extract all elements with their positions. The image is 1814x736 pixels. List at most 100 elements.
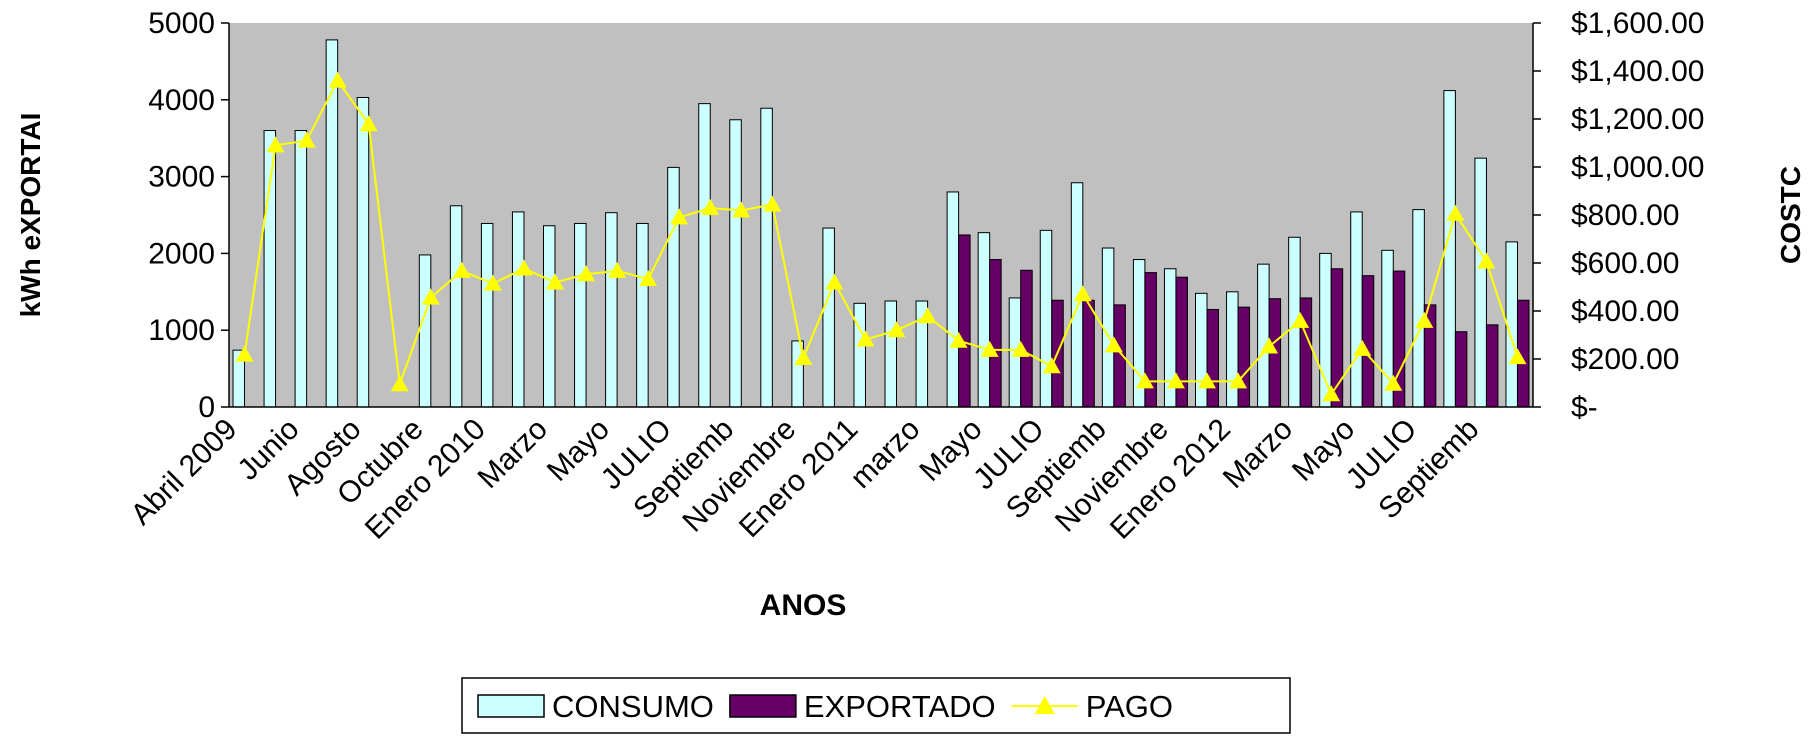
- marker: [1198, 372, 1216, 389]
- marker: [546, 273, 564, 290]
- marker: [608, 261, 627, 278]
- marker: [887, 321, 906, 338]
- marker: [701, 199, 720, 216]
- legend-label: CONSUMO: [552, 689, 714, 724]
- marker: [918, 307, 937, 324]
- marker: [1353, 339, 1372, 356]
- bar: [667, 166, 680, 408]
- y2-tick-label: $-: [1571, 391, 1598, 424]
- legend-label: PAGO: [1086, 689, 1173, 724]
- marker: [732, 201, 751, 218]
- bar: [958, 234, 971, 408]
- x-tick-label: Marzo: [472, 413, 554, 495]
- bar: [1020, 269, 1033, 408]
- marker: [390, 375, 409, 392]
- marker: [235, 345, 254, 362]
- bar: [636, 222, 649, 408]
- y2-tick-label: $1,200.00: [1571, 103, 1704, 136]
- legend-box: [461, 677, 1291, 734]
- marker: [1135, 372, 1154, 389]
- bar: [1350, 211, 1363, 408]
- marker: [452, 261, 471, 278]
- marker: [1073, 285, 1092, 302]
- marker: [328, 71, 347, 88]
- marker: [763, 195, 782, 212]
- bar: [884, 300, 898, 408]
- bar: [822, 227, 835, 408]
- bar: [543, 225, 556, 408]
- bar: [1474, 157, 1487, 408]
- bar: [729, 119, 742, 408]
- marker: [1011, 340, 1030, 357]
- marker: [514, 259, 533, 276]
- marker: [1104, 336, 1123, 353]
- marker: [1508, 348, 1527, 365]
- bar: [1361, 275, 1375, 408]
- y2-tick-label: $1,400.00: [1571, 55, 1704, 88]
- y2-tick-label: $600.00: [1571, 247, 1679, 280]
- marker: [856, 330, 875, 347]
- bar: [356, 96, 370, 408]
- y2-tick-label: $1,600.00: [1571, 7, 1704, 40]
- y2-axis-title: COSTC: [1775, 166, 1806, 264]
- bar: [1319, 252, 1332, 408]
- bar: [1226, 291, 1239, 408]
- marker: [1384, 374, 1403, 391]
- marker: [1322, 385, 1341, 402]
- marker: [577, 265, 596, 282]
- marker: [359, 115, 378, 132]
- y-tick-label: 3000: [148, 161, 215, 194]
- x-tick-label: marzo: [844, 413, 926, 495]
- y-tick-label: 5000: [148, 7, 215, 40]
- bar: [263, 130, 277, 408]
- bar: [853, 302, 866, 408]
- bar: [1039, 229, 1053, 408]
- legend: CONSUMO EXPORTADO PAGO: [461, 677, 1291, 734]
- bar: [1485, 324, 1499, 408]
- y2-tick-label: $400.00: [1571, 295, 1679, 328]
- marker: [483, 274, 502, 291]
- bar: [294, 130, 308, 408]
- x-axis-title: ANOS: [760, 589, 847, 622]
- marker: [297, 131, 316, 148]
- marker: [1260, 337, 1279, 354]
- marker: [1042, 357, 1061, 374]
- marker: [1415, 311, 1434, 328]
- marker: [1446, 204, 1465, 221]
- bar: [760, 107, 773, 408]
- marker: [639, 270, 658, 287]
- bar: [418, 254, 432, 408]
- x-tick-label: Abril 2009: [125, 413, 244, 532]
- legend-label: EXPORTADO: [804, 689, 996, 724]
- legend-marker: [1034, 696, 1055, 714]
- bar: [605, 212, 618, 408]
- y2-tick-label: $800.00: [1571, 199, 1679, 232]
- marker: [421, 288, 440, 305]
- y2-tick-label: $200.00: [1571, 343, 1679, 376]
- x-tick-label: Marzo: [1217, 413, 1299, 495]
- bar: [574, 222, 587, 408]
- bar: [989, 259, 1002, 408]
- bar: [946, 191, 960, 408]
- marker: [1291, 311, 1310, 328]
- marker: [825, 273, 844, 290]
- marker: [1477, 252, 1496, 269]
- y-tick-label: 4000: [148, 84, 215, 117]
- y2-tick-label: $1,000.00: [1571, 151, 1704, 184]
- bar: [449, 205, 463, 408]
- bar: [1299, 297, 1313, 408]
- marker: [1166, 372, 1185, 389]
- bar: [1257, 263, 1270, 408]
- bar: [1195, 292, 1208, 408]
- marker: [266, 136, 285, 153]
- y-tick-label: 0: [198, 391, 215, 424]
- y-tick-label: 1000: [148, 314, 215, 347]
- y-axis-title: kWh eXPORTAI: [15, 113, 46, 318]
- bar: [1412, 209, 1425, 408]
- bar: [325, 39, 339, 408]
- bar: [698, 103, 711, 408]
- y-tick-label: 2000: [148, 237, 215, 270]
- bar: [1454, 331, 1468, 408]
- bar: [511, 211, 525, 408]
- marker: [670, 208, 689, 225]
